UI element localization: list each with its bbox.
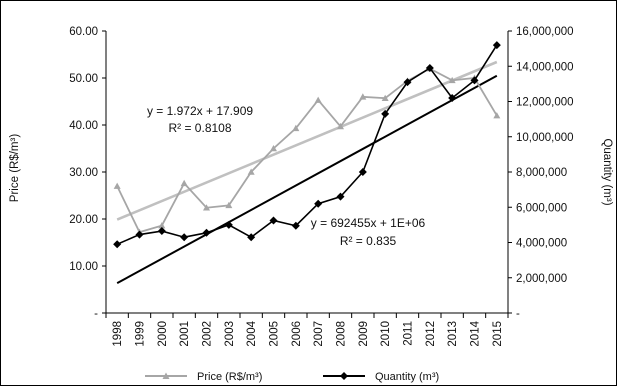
legend-price-marker [162,372,170,379]
y-left-tick-label: - [94,308,98,320]
y-right-tick-label: 12,000,000 [516,97,574,109]
x-tick-label: 2011 [403,321,415,346]
price-point [448,76,456,84]
x-tick-label: 2008 [336,321,348,347]
quantity-trend-r2: R² = 0.835 [340,234,397,248]
quantity-series-line [116,44,498,245]
x-tick-label: 2009 [358,321,370,347]
quantity-point [492,41,501,50]
price-series-line [116,67,498,234]
x-tick-label: 2007 [313,321,325,347]
y-right-tick-label: 10,000,000 [516,132,574,144]
price-point [337,122,344,130]
price-trendline [116,60,498,221]
labels-layer: - 10.00 20.00 30.00 40.00 50.00 60.00 - 2,000,00… [69,26,573,347]
quantity-point [157,227,166,236]
y-left-tick-label: 60.00 [69,26,98,38]
price-point [180,179,188,187]
quantity-point [247,233,256,242]
series-layer [113,41,501,249]
price-point [359,93,367,100]
x-tick-label: 1999 [135,321,147,347]
y-right-tick-label: - [516,308,520,320]
y-right-tick-label: 16,000,000 [516,26,574,38]
y-left-tick-label: 40.00 [69,120,98,132]
y-right-tick-label: 2,000,000 [516,273,567,285]
x-tick-label: 1998 [112,321,124,347]
y-right-tick-label: 14,000,000 [516,61,574,73]
legend: Price (R$/m³) Quantity (m³) [145,371,439,383]
legend-quantity-marker [340,372,348,380]
quantity-point [314,199,323,208]
x-tick-label: 2005 [269,321,281,347]
x-tick-label: 2004 [246,320,258,346]
x-tick-label: 2013 [447,321,459,347]
quantity-trend-equation: y = 692455x + 1E+06 [311,216,426,230]
quantity-point [291,221,300,230]
quantity-point [358,168,367,176]
price-trend-equation: y = 1.972x + 17.909 [147,104,253,118]
y-left-tick-label: 50.00 [69,73,98,85]
y-right-tick-label: 8,000,000 [516,167,567,179]
y-left-axis-title: Price (R$/m³) [9,134,21,203]
quantity-point [425,64,434,73]
price-point [314,96,322,103]
price-point [493,112,501,119]
price-point [381,94,389,102]
price-point [292,124,300,132]
quantity-point [135,230,144,239]
x-tick-label: 2000 [157,321,169,347]
y-left-tick-label: 30.00 [69,167,98,179]
price-point [270,145,277,152]
quantity-point [448,93,457,102]
x-tick-label: 2010 [380,321,392,347]
y-right-tick-label: 4,000,000 [516,238,567,250]
y-right-axis-title: Quantity (m³) [601,138,613,205]
quantity-point [336,192,345,201]
legend-quantity-label: Quantity (m³) [375,371,439,383]
price-point [158,222,166,229]
x-tick-label: 2001 [179,321,191,347]
x-tick-label: 2003 [224,321,236,347]
price-point [203,204,210,211]
price-trend-r2: R² = 0.8108 [168,121,231,135]
price-point [225,201,233,209]
legend-price-label: Price (R$/m³) [197,371,262,383]
price-point [113,182,121,189]
axes [102,30,512,318]
x-tick-label: 2014 [470,320,482,346]
x-tick-label: 2006 [291,321,303,347]
y-right-tick-label: 6,000,000 [516,202,567,214]
quantity-point [403,78,412,87]
quantity-point [381,109,390,118]
trendlines [116,60,498,285]
quantity-point [224,220,233,229]
x-tick-label: 2015 [492,321,504,347]
price-point [247,168,255,175]
quantity-point [269,216,278,225]
x-tick-label: 2012 [425,321,437,347]
y-left-tick-label: 10.00 [69,261,98,273]
quantity-point [180,233,189,242]
quantity-point [202,228,211,237]
quantity-point [470,76,479,85]
quantity-trendline [116,74,498,285]
x-tick-label: 2002 [202,321,214,347]
y-left-tick-label: 20.00 [69,214,98,226]
quantity-point [113,240,122,249]
